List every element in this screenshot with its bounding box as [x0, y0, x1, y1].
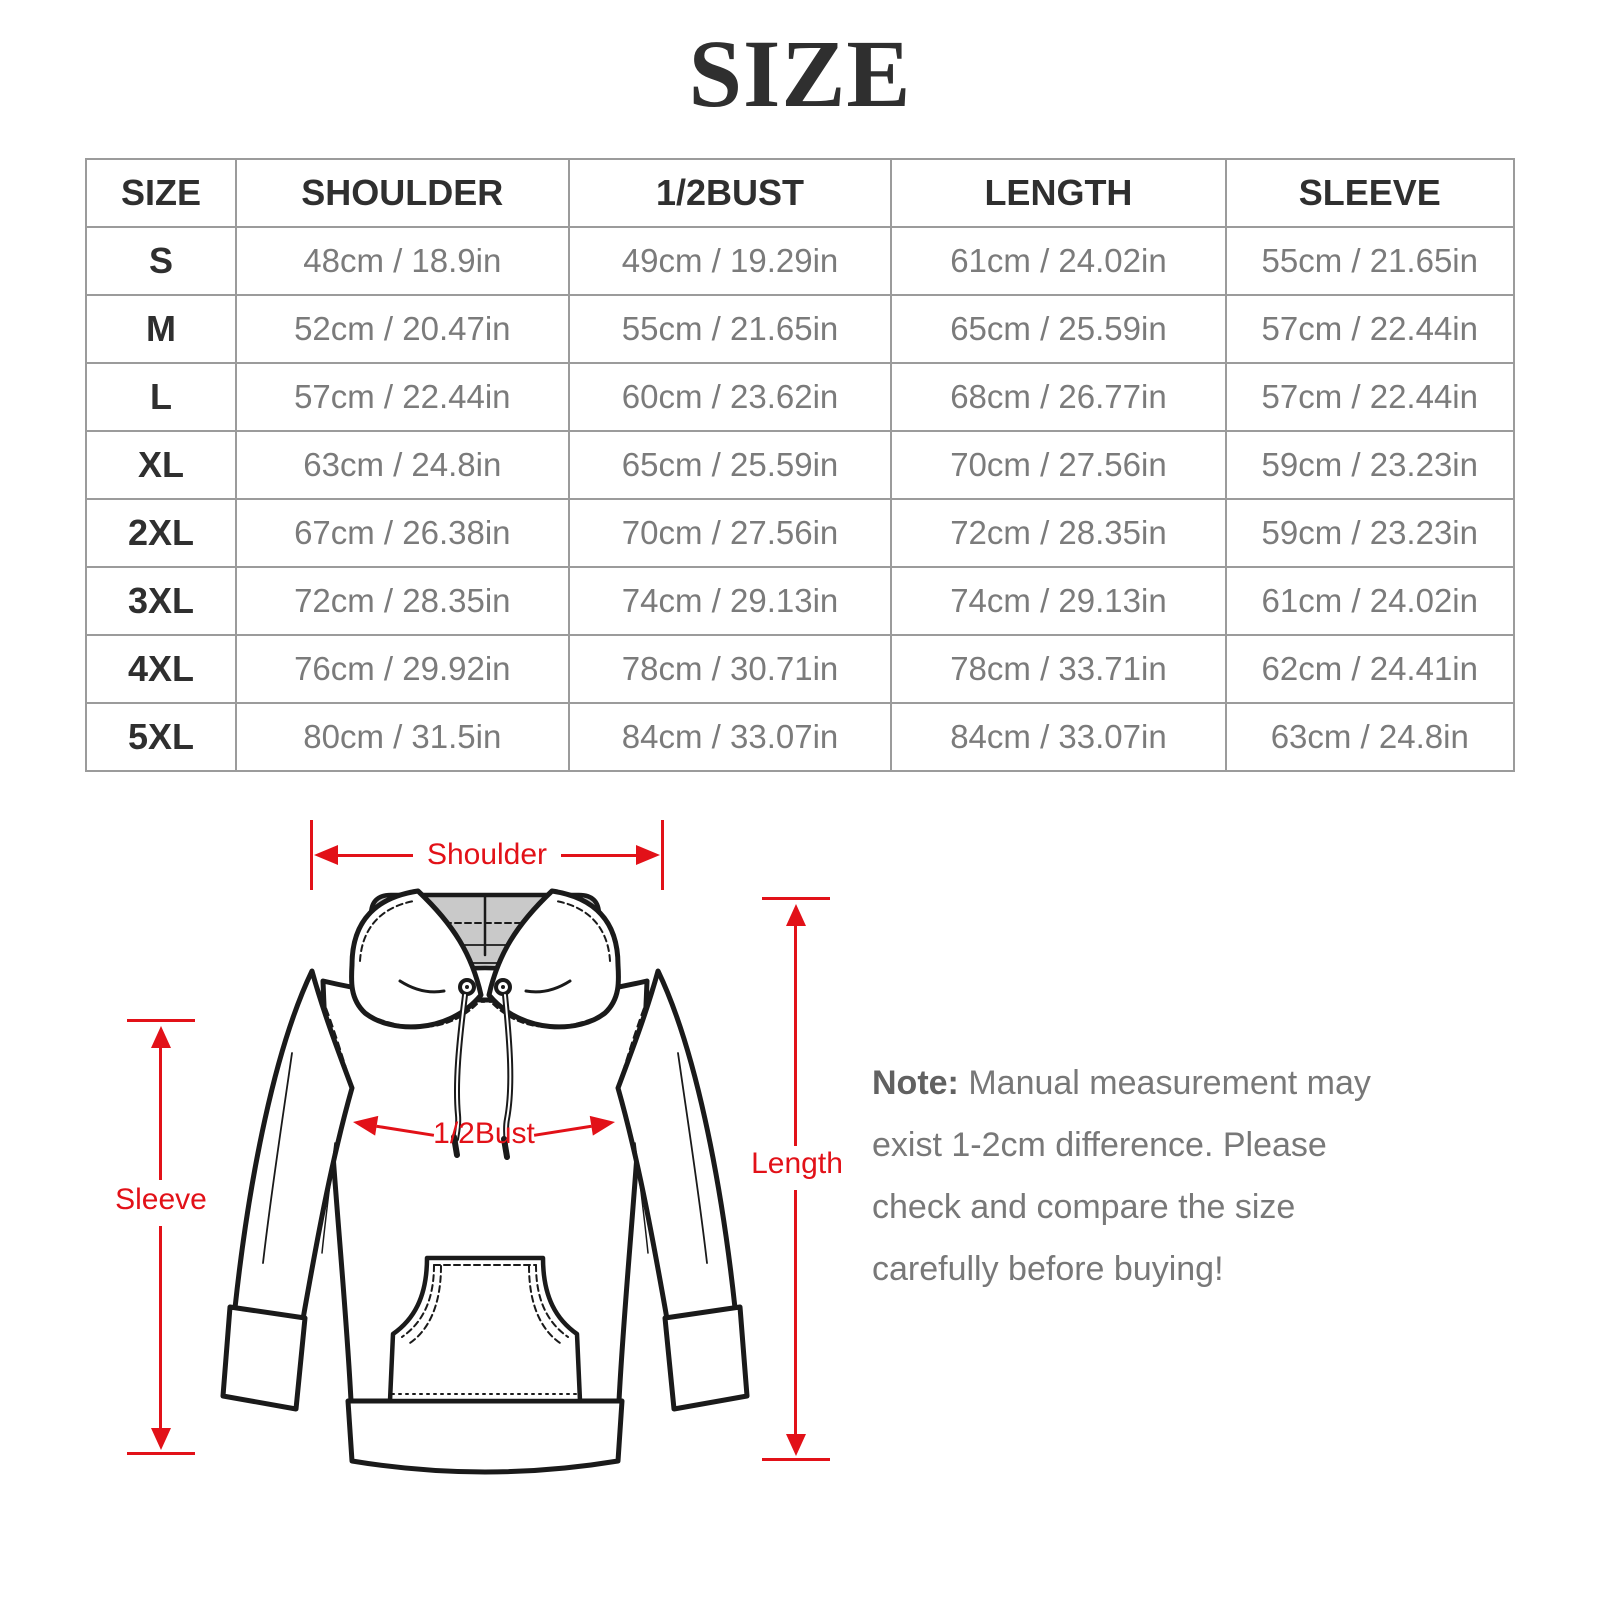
page-title: SIZE [688, 20, 912, 127]
measurement-cell: 57cm / 22.44in [1224, 362, 1516, 432]
measurement-cell: 74cm / 29.13in [567, 566, 893, 636]
measurement-cell: 67cm / 26.38in [234, 498, 570, 568]
measurement-cell: 65cm / 25.59in [567, 430, 893, 500]
hoodie-hem [345, 1398, 625, 1475]
size-cell: 5XL [85, 702, 237, 772]
measurement-cell: 52cm / 20.47in [234, 294, 570, 364]
arrow-head [589, 1112, 617, 1136]
note-label: Note: [872, 1064, 959, 1102]
note-text: Note: Manual measurement may exist 1-2cm… [872, 1052, 1492, 1300]
measurement-cell: 76cm / 29.92in [234, 634, 570, 704]
arrow-line [533, 1124, 592, 1137]
note-line: Note: Manual measurement may [872, 1064, 1371, 1102]
measurement-cell: 70cm / 27.56in [890, 430, 1227, 500]
table-row: 4XL 76cm / 29.92in 78cm / 30.71in 78cm / 33… [85, 634, 1516, 704]
arrow-head [786, 1434, 806, 1456]
arrow-line [561, 853, 636, 857]
note-line: check and compare the size [872, 1188, 1296, 1226]
measurement-cell: 59cm / 23.23in [1224, 498, 1516, 568]
table-row: 2XL 67cm / 26.38in 70cm / 27.56in 72cm / 28… [85, 498, 1516, 568]
measurement-cell: 61cm / 24.02in [1224, 566, 1516, 636]
measurement-cell: 70cm / 27.56in [567, 498, 893, 568]
sleeve-arrow-label: Sleeve [115, 1183, 207, 1216]
arrow-line [794, 924, 797, 1146]
length-arrow-label: Length [751, 1147, 843, 1180]
table-header-row: SIZE SHOULDER 1/2BUST LENGTH SLEEVE [85, 158, 1516, 228]
arrow-head [786, 904, 806, 926]
arrow-line [794, 1190, 797, 1434]
shoulder-tick-left [310, 820, 313, 890]
measurement-cell: 62cm / 24.41in [1224, 634, 1516, 704]
table-row: S 48cm / 18.9in 49cm / 19.29in 61cm / 24.02… [85, 226, 1516, 296]
measurement-cell: 78cm / 30.71in [567, 634, 893, 704]
arrow-head [151, 1428, 171, 1450]
size-cell: XL [85, 430, 237, 500]
size-table: SIZE SHOULDER 1/2BUST LENGTH SLEEVE S 48c… [85, 158, 1516, 772]
header-length: LENGTH [890, 158, 1227, 228]
measurement-cell: 65cm / 25.59in [890, 294, 1227, 364]
size-cell: 4XL [85, 634, 237, 704]
measurement-cell: 68cm / 26.77in [890, 362, 1227, 432]
measurement-cell: 72cm / 28.35in [890, 498, 1227, 568]
table-row: M 52cm / 20.47in 55cm / 21.65in 65cm / 25.5… [85, 294, 1516, 364]
header-size: SIZE [85, 158, 237, 228]
note-line: carefully before buying! [872, 1250, 1224, 1288]
table-row: 5XL 80cm / 31.5in 84cm / 33.07in 84cm / 33.… [85, 702, 1516, 772]
arrow-line [159, 1046, 162, 1180]
arrow-line [159, 1226, 162, 1428]
header-bust: 1/2BUST [567, 158, 893, 228]
sleeve-bar-top [127, 1019, 195, 1022]
header-sleeve: SLEEVE [1224, 158, 1516, 228]
arrow-head [636, 845, 660, 865]
size-table-body: S 48cm / 18.9in 49cm / 19.29in 61cm / 24.02… [85, 226, 1516, 772]
hoodie-illustration [220, 888, 750, 1475]
length-bar-bottom [762, 1458, 830, 1461]
shoulder-arrow-label: Shoulder [426, 838, 548, 871]
shoulder-tick-right [661, 820, 664, 890]
length-bar-top [762, 897, 830, 900]
measurement-cell: 59cm / 23.23in [1224, 430, 1516, 500]
arrow-head [151, 1026, 171, 1048]
measurement-cell: 48cm / 18.9in [234, 226, 570, 296]
measurement-cell: 55cm / 21.65in [567, 294, 893, 364]
arrow-head [351, 1112, 379, 1136]
size-cell: S [85, 226, 237, 296]
table-row: XL 63cm / 24.8in 65cm / 25.59in 70cm / 27.5… [85, 430, 1516, 500]
hoodie-pocket [387, 1255, 583, 1404]
size-cell: M [85, 294, 237, 364]
measurement-cell: 57cm / 22.44in [234, 362, 570, 432]
measurement-cell: 72cm / 28.35in [234, 566, 570, 636]
measurement-cell: 80cm / 31.5in [234, 702, 570, 772]
table-row: L 57cm / 22.44in 60cm / 23.62in 68cm / 26.7… [85, 362, 1516, 432]
size-cell: 3XL [85, 566, 237, 636]
bust-arrow-label: 1/2Bust [433, 1117, 535, 1150]
measurement-cell: 84cm / 33.07in [567, 702, 893, 772]
arrow-line [338, 853, 413, 857]
header-shoulder: SHOULDER [234, 158, 570, 228]
arrow-line [376, 1124, 435, 1137]
measurement-cell: 57cm / 22.44in [1224, 294, 1516, 364]
measurement-cell: 60cm / 23.62in [567, 362, 893, 432]
measurement-cell: 74cm / 29.13in [890, 566, 1227, 636]
table-row: 3XL 72cm / 28.35in 74cm / 29.13in 74cm / 29… [85, 566, 1516, 636]
measurement-cell: 55cm / 21.65in [1224, 226, 1516, 296]
measurement-cell: 78cm / 33.71in [890, 634, 1227, 704]
sleeve-bar-bottom [127, 1452, 195, 1455]
measurement-cell: 61cm / 24.02in [890, 226, 1227, 296]
measurement-cell: 63cm / 24.8in [234, 430, 570, 500]
measurement-cell: 49cm / 19.29in [567, 226, 893, 296]
measurement-cell: 63cm / 24.8in [1224, 702, 1516, 772]
size-cell: 2XL [85, 498, 237, 568]
size-cell: L [85, 362, 237, 432]
measurement-cell: 84cm / 33.07in [890, 702, 1227, 772]
arrow-head [314, 845, 338, 865]
note-line: exist 1-2cm difference. Please [872, 1126, 1327, 1164]
